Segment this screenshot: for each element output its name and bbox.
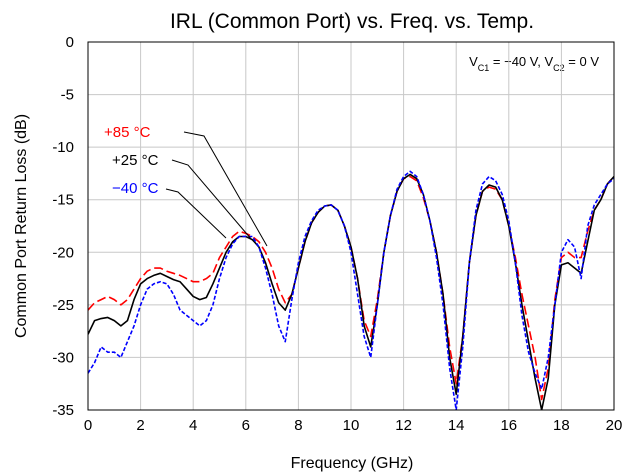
y-tick-label: -10 [52, 139, 74, 156]
lines [88, 170, 614, 410]
annotation-subscript: C1 [478, 63, 490, 73]
y-tick-label: -35 [52, 402, 74, 419]
x-tick-label: 2 [136, 417, 144, 434]
leader-85 [183, 131, 268, 247]
annotation-subscript: C2 [553, 63, 565, 73]
y-tick-label: -15 [52, 192, 74, 209]
series-label: +25 °C [112, 152, 159, 169]
x-tick-label: 4 [189, 417, 197, 434]
y-axis-label: Common Port Return Loss (dB) [13, 114, 30, 338]
plot-frame [87, 41, 615, 411]
x-tick-label: 6 [242, 417, 250, 434]
grid [87, 41, 615, 411]
leaders [165, 131, 268, 247]
leader-25 [171, 159, 253, 241]
x-axis-label: Frequency (GHz) [291, 455, 414, 472]
y-tick-label: -20 [52, 244, 74, 261]
series-label: +85 °C [104, 124, 151, 141]
annotation-text: = −40 V, V [489, 54, 553, 69]
series-label: −40 °C [112, 180, 159, 197]
x-tick-label: 10 [343, 417, 360, 434]
x-tick-label: 12 [395, 417, 412, 434]
leader-m40 [165, 188, 227, 239]
x-tick-label: 16 [500, 417, 517, 434]
x-tick-label: 20 [606, 417, 623, 434]
y-tick-label: -25 [52, 297, 74, 314]
chart-title: IRL (Common Port) vs. Freq. vs. Temp. [170, 10, 534, 33]
series-line [88, 170, 614, 410]
x-tick-label: 0 [84, 417, 92, 434]
series-labels: +85 °C +25 °C −40 °C [104, 124, 159, 197]
y-tick-label: -5 [61, 87, 74, 104]
y-tick-label: -30 [52, 349, 74, 366]
series-line [88, 173, 614, 410]
annotation: VC1 = −40 V, VC2 = 0 V [469, 54, 599, 73]
x-tick-label: 14 [448, 417, 465, 434]
annotation-text: V [469, 54, 478, 69]
annotation-text: = 0 V [565, 54, 600, 69]
y-tick-label: 0 [66, 34, 74, 51]
x-tick-label: 18 [553, 417, 570, 434]
x-tick-label: 8 [294, 417, 302, 434]
